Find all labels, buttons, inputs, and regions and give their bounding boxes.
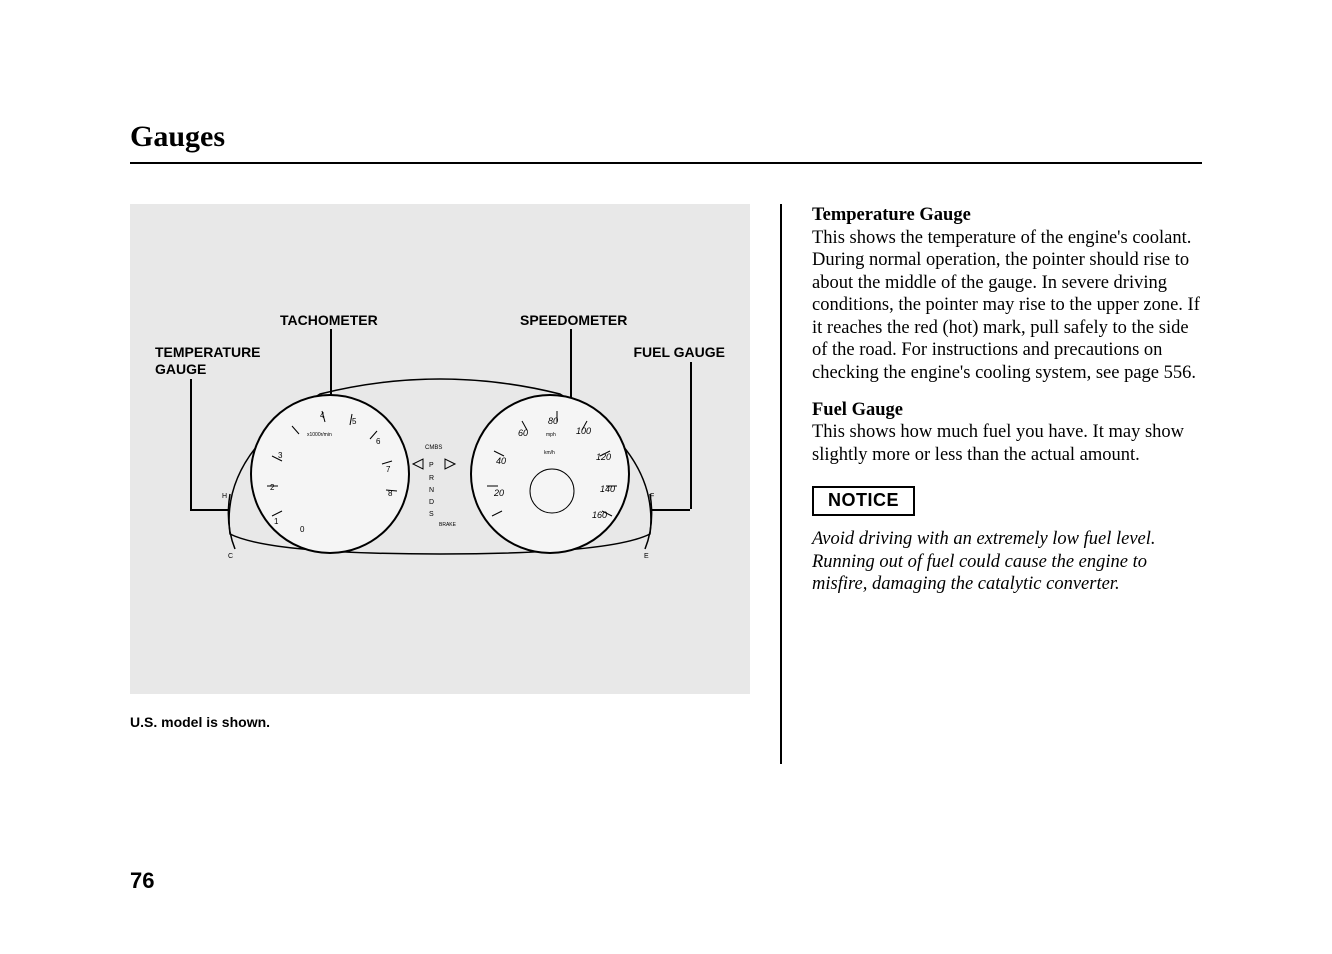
speedometer-dial: 20 40 60 80 100 120 140 160 mph km/h (470, 394, 630, 554)
instrument-cluster: 1 2 3 4 5 6 7 8 0 x1000r/min (210, 384, 670, 564)
svg-text:E: E (644, 553, 649, 560)
label-speedometer: SPEEDOMETER (520, 312, 627, 329)
notice-box: NOTICE (812, 486, 915, 516)
svg-text:F: F (650, 493, 654, 500)
svg-text:3: 3 (278, 451, 283, 460)
callout-line (690, 362, 692, 509)
figure-column: TACHOMETER SPEEDOMETER TEMPERATURE GAUGE… (130, 204, 750, 764)
svg-text:P: P (429, 462, 434, 469)
notice-text: Avoid driving with an extremely low fuel… (812, 528, 1202, 596)
svg-text:CMBS: CMBS (425, 445, 442, 451)
svg-text:40: 40 (496, 456, 506, 466)
page-number: 76 (130, 868, 154, 894)
svg-text:R: R (429, 475, 434, 482)
text-column: Temperature Gauge This shows the tempera… (812, 204, 1202, 764)
page-title: Gauges (130, 120, 1202, 154)
svg-text:20: 20 (493, 488, 504, 498)
label-tachometer: TACHOMETER (280, 312, 378, 329)
temperature-body: This shows the temperature of the engine… (812, 228, 1200, 383)
fuel-heading: Fuel Gauge (812, 400, 903, 420)
svg-text:5: 5 (352, 417, 357, 426)
svg-text:0: 0 (300, 525, 305, 534)
svg-text:mph: mph (546, 432, 556, 438)
content-row: TACHOMETER SPEEDOMETER TEMPERATURE GAUGE… (130, 204, 1202, 764)
svg-text:2: 2 (270, 483, 275, 492)
svg-text:C: C (228, 553, 233, 560)
column-divider (780, 204, 782, 764)
fuel-section: Fuel Gauge This shows how much fuel you … (812, 399, 1202, 467)
temperature-heading: Temperature Gauge (812, 205, 971, 225)
label-fuel: FUEL GAUGE (633, 344, 725, 361)
temp-gauge-icon: H C (220, 484, 270, 564)
svg-text:120: 120 (596, 452, 611, 462)
title-rule (130, 162, 1202, 164)
speedo-ticks-icon: 20 40 60 80 100 120 140 160 mph km/h (472, 396, 632, 556)
svg-text:80: 80 (548, 416, 558, 426)
svg-text:7: 7 (386, 465, 391, 474)
svg-text:N: N (429, 487, 434, 494)
svg-text:6: 6 (376, 437, 381, 446)
label-temperature: TEMPERATURE GAUGE (155, 344, 261, 378)
figure-caption: U.S. model is shown. (130, 714, 750, 730)
gauge-figure: TACHOMETER SPEEDOMETER TEMPERATURE GAUGE… (130, 204, 750, 694)
fuel-gauge-icon: F E (610, 484, 660, 564)
svg-text:60: 60 (518, 428, 528, 438)
temperature-section: Temperature Gauge This shows the tempera… (812, 204, 1202, 385)
tacho-num: 1 (274, 517, 279, 526)
svg-text:4: 4 (320, 411, 325, 420)
callout-line (190, 379, 192, 509)
svg-text:km/h: km/h (544, 450, 555, 456)
svg-text:x1000r/min: x1000r/min (307, 432, 332, 438)
tachometer-dial: 1 2 3 4 5 6 7 8 0 x1000r/min (250, 394, 410, 554)
svg-text:D: D (429, 499, 434, 506)
center-indicators-icon: CMBS P R N D S BRAKE (405, 434, 485, 554)
svg-text:100: 100 (576, 426, 591, 436)
svg-text:H: H (222, 493, 227, 500)
svg-text:BRAKE: BRAKE (439, 522, 457, 528)
svg-text:160: 160 (592, 510, 607, 520)
tacho-ticks-icon: 1 2 3 4 5 6 7 8 0 x1000r/min (252, 396, 412, 556)
fuel-body: This shows how much fuel you have. It ma… (812, 422, 1184, 465)
svg-text:S: S (429, 511, 434, 518)
svg-text:8: 8 (388, 489, 393, 498)
